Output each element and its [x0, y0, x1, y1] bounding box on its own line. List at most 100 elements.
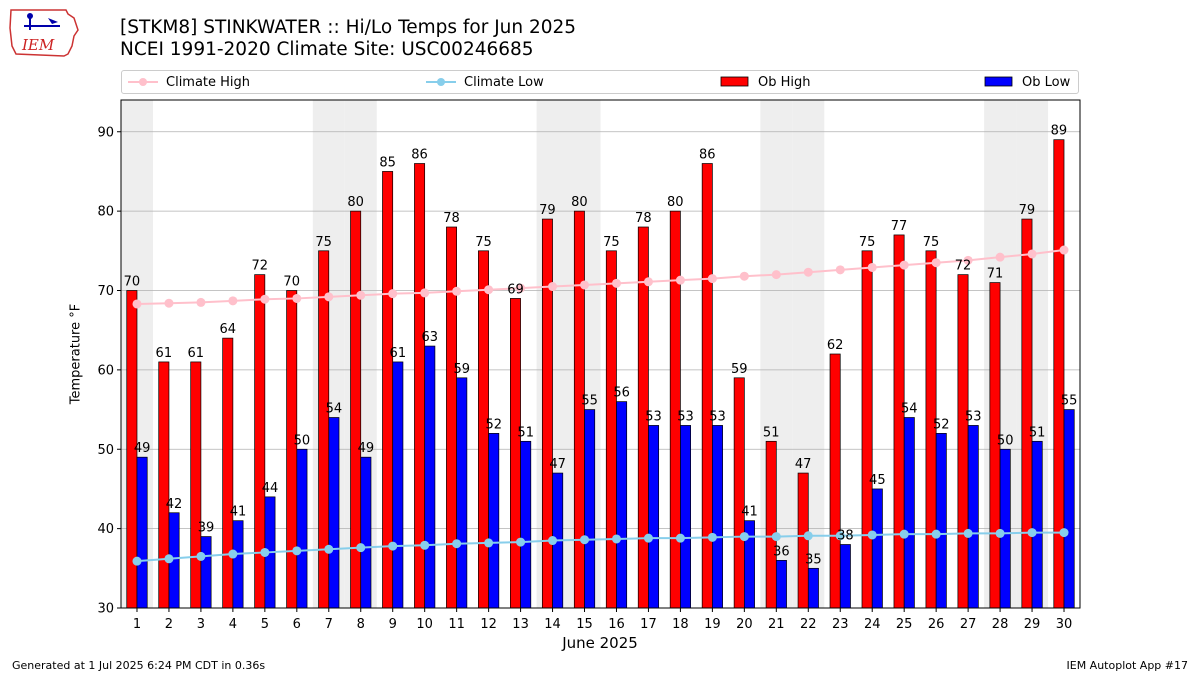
ob-high-label: 75 [603, 235, 620, 250]
ob-high-bar [573, 210, 585, 609]
ob-high-label: 77 [891, 219, 908, 234]
ob-low-bar [136, 456, 148, 609]
climate-high-point [164, 298, 174, 308]
climate-high-point [995, 252, 1005, 262]
ob-high-label: 72 [251, 259, 268, 274]
ob-high-label: 85 [379, 155, 396, 170]
ob-low-bar [424, 345, 436, 609]
climate-low-point [164, 554, 174, 564]
ob-high-bar [733, 377, 745, 609]
ob-high-label: 64 [219, 322, 236, 337]
climate-high-point [388, 289, 398, 299]
ob-low-label: 51 [1029, 425, 1046, 440]
climate-high-point [899, 260, 909, 270]
climate-high-point [196, 297, 206, 307]
ob-low-label: 49 [358, 441, 375, 456]
x-tick-label: 13 [512, 617, 529, 632]
weekend-band [536, 100, 569, 608]
x-tick-label: 28 [992, 617, 1009, 632]
climate-low-point [356, 543, 366, 553]
x-tick-label: 15 [576, 617, 593, 632]
climate-high-point [803, 267, 813, 277]
ob-low-bar [456, 377, 468, 609]
ob-high-bar [350, 210, 362, 609]
ob-low-label: 45 [869, 473, 886, 488]
climate-high-point [580, 280, 590, 290]
climate-low-point [516, 537, 526, 547]
climate-low-point [452, 539, 462, 549]
x-tick-label: 1 [133, 617, 141, 632]
ob-low-label: 50 [294, 433, 311, 448]
ob-low-bar [1031, 440, 1043, 609]
ob-low-label: 55 [581, 394, 598, 409]
plot-frame [120, 99, 1081, 609]
climate-low-point [867, 530, 877, 540]
ob-high-bar [414, 163, 426, 609]
x-tick-label: 16 [608, 617, 625, 632]
x-tick-label: 2 [165, 617, 173, 632]
legend-swatch-climate-high [128, 78, 158, 86]
ob-high-bar [829, 353, 841, 609]
ob-high-bar [861, 250, 873, 609]
climate-high-point [292, 293, 302, 303]
ob-low-bar [552, 472, 564, 609]
ob-low-label: 54 [901, 402, 918, 417]
legend-item-ob-low: Ob Low [984, 71, 1070, 93]
ob-low-bar [712, 425, 723, 609]
ob-low-bar [168, 512, 180, 609]
ob-low-label: 39 [198, 521, 215, 536]
ob-high-bar [446, 226, 457, 609]
climate-high-point [452, 286, 462, 296]
ob-high-bar [126, 290, 138, 609]
ob-low-bar [296, 448, 308, 609]
x-tick-label: 19 [704, 617, 721, 632]
weekend-band [568, 100, 601, 608]
ob-high-label: 72 [955, 259, 972, 274]
ob-high-bar [510, 298, 521, 609]
ob-low-bar [488, 433, 500, 609]
y-axis-label: Temperature °F [68, 303, 84, 405]
x-tick-label: 30 [1056, 617, 1073, 632]
ob-high-bar [637, 226, 649, 609]
climate-high-point [739, 271, 749, 281]
ob-high-label: 51 [763, 425, 780, 440]
ob-high-label: 75 [923, 235, 940, 250]
ob-high-bar [893, 234, 905, 609]
x-tick-label: 14 [544, 617, 561, 632]
ob-low-bar [999, 448, 1011, 609]
climate-low-point [899, 529, 909, 539]
app-credit: IEM Autoplot App #17 [1066, 659, 1189, 672]
climate-low-point [771, 532, 781, 542]
ob-high-bar [925, 250, 937, 609]
y-tick-label: 50 [97, 443, 114, 458]
ob-high-label: 47 [795, 457, 812, 472]
ob-low-bar [328, 417, 340, 609]
climate-low-point [388, 541, 398, 551]
climate-high-point [707, 274, 717, 284]
ob-high-bar [190, 361, 202, 609]
chart-title: [STKM8] STINKWATER :: Hi/Lo Temps for Ju… [120, 17, 577, 38]
ob-high-bar [957, 274, 969, 609]
x-tick-label: 10 [416, 617, 433, 632]
ob-low-label: 41 [230, 505, 247, 520]
x-tick-label: 20 [736, 617, 753, 632]
ob-high-bar [1021, 218, 1033, 609]
legend-item-climate-low: Climate Low [426, 71, 544, 93]
climate-high-point [643, 277, 653, 287]
x-axis-label: June 2025 [562, 634, 638, 652]
ob-low-bar [232, 520, 244, 609]
climate-low-point [963, 528, 973, 538]
ob-high-bar [222, 337, 234, 609]
ob-high-label: 80 [571, 195, 588, 210]
ob-high-bar [669, 210, 681, 609]
weekend-band [344, 100, 377, 608]
x-tick-label: 23 [832, 617, 849, 632]
x-tick-label: 8 [357, 617, 365, 632]
legend-swatch-ob-low [984, 76, 1013, 87]
climate-high-point [260, 294, 270, 304]
ob-low-label: 56 [613, 386, 630, 401]
ob-low-label: 35 [805, 552, 822, 567]
x-tick-label: 3 [197, 617, 205, 632]
climate-high-point [356, 290, 366, 300]
